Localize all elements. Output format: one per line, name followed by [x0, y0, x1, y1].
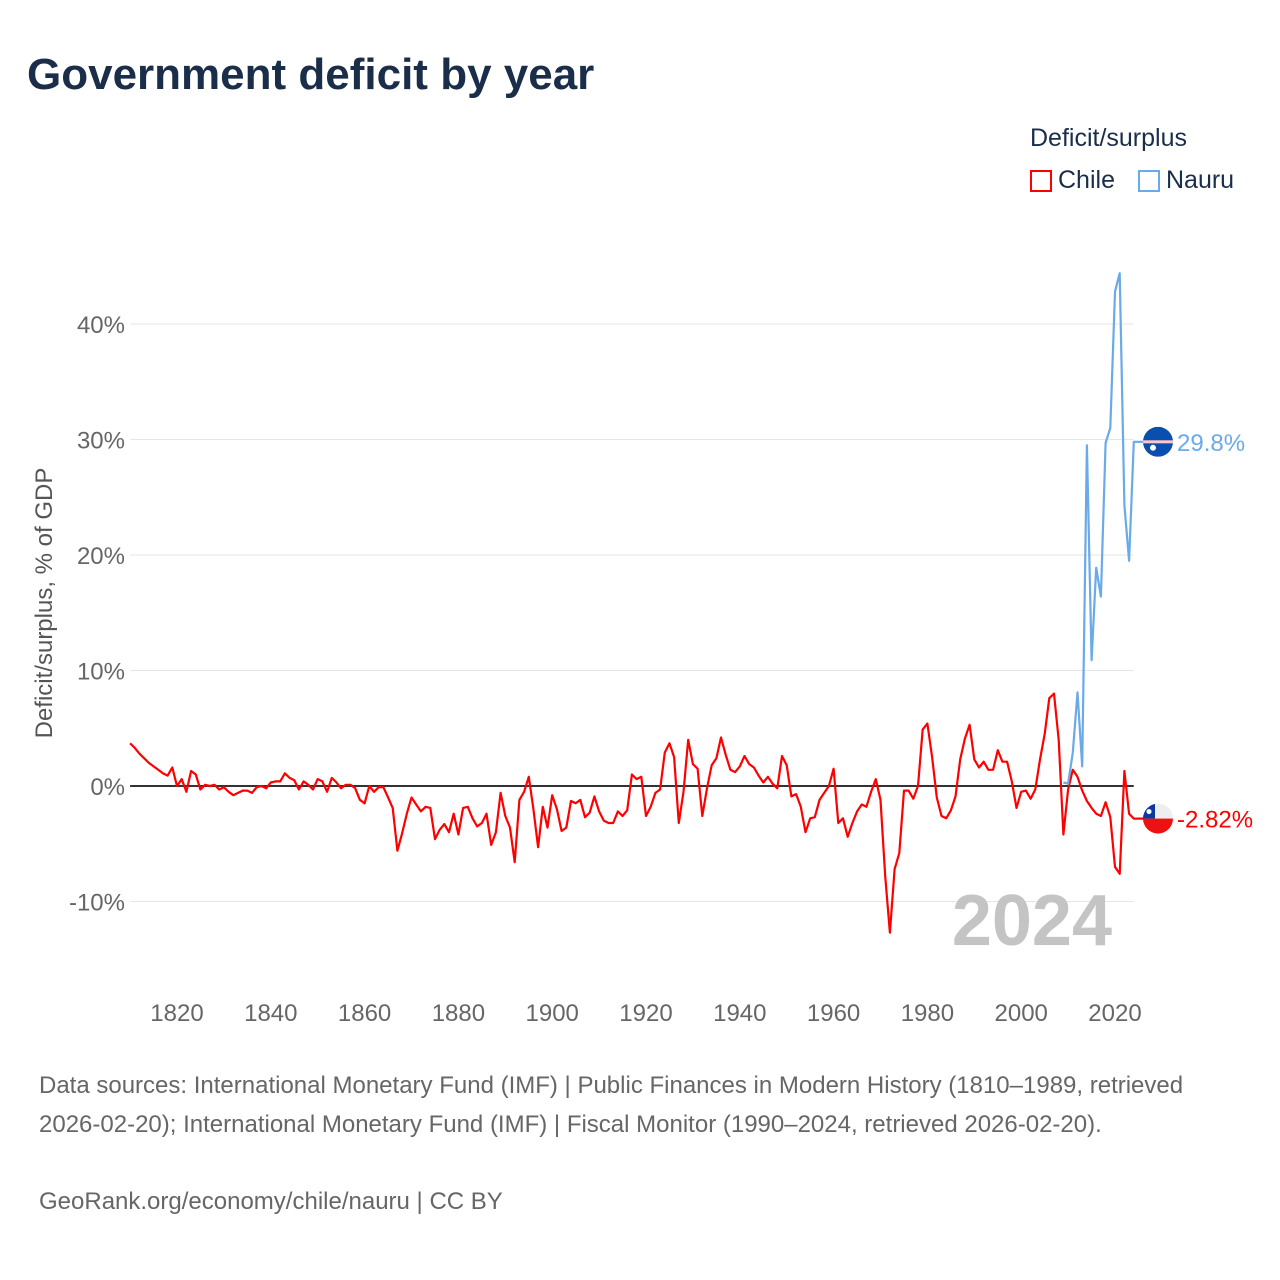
series-line-nauru[interactable] — [1063, 272, 1144, 785]
y-axis-title: Deficit/surplus, % of GDP — [31, 468, 58, 739]
flag-nauru-icon — [1143, 426, 1173, 457]
x-tick-label: 1880 — [432, 1000, 485, 1027]
x-tick-label: 1820 — [150, 1000, 203, 1027]
y-tick-label: 40% — [77, 312, 125, 339]
end-value-label-chile: -2.82% — [1177, 807, 1253, 834]
series-line-chile[interactable] — [129, 692, 1144, 934]
x-tick-label: 1860 — [338, 1000, 391, 1027]
x-tick-label: 1980 — [901, 1000, 954, 1027]
x-tick-label: 1960 — [807, 1000, 860, 1027]
y-tick-label: 20% — [77, 543, 125, 570]
legend-item-chile[interactable]: Chile — [1030, 166, 1115, 195]
chart-title: Government deficit by year — [27, 50, 595, 99]
end-value-label-nauru: 29.8% — [1177, 430, 1245, 457]
legend-title: Deficit/surplus — [1030, 124, 1187, 152]
year-watermark: 2024 — [952, 881, 1112, 961]
y-tick-label: -10% — [69, 890, 125, 917]
flag-chile-icon — [1143, 803, 1173, 834]
x-tick-label: 1900 — [526, 1000, 579, 1027]
y-tick-label: 0% — [90, 774, 125, 801]
x-tick-label: 2000 — [995, 1000, 1048, 1027]
y-tick-label: 10% — [77, 659, 125, 686]
x-tick-label: 1920 — [619, 1000, 672, 1027]
legend-item-nauru[interactable]: Nauru — [1138, 166, 1234, 195]
y-tick-label: 30% — [77, 428, 125, 455]
x-tick-label: 1940 — [713, 1000, 766, 1027]
x-tick-label: 2020 — [1088, 1000, 1141, 1027]
legend-label: Chile — [1058, 166, 1115, 194]
line-chart: -10% 0% 10% 20% 30% 40% 1820 1840 1860 1880 1900 19… — [31, 272, 1253, 1027]
data-sources: Data sources: International Monetary Fun… — [39, 1072, 1184, 1138]
attribution-link[interactable]: GeoRank.org/economy/chile/nauru | CC BY — [39, 1188, 503, 1215]
x-tick-label: 1840 — [244, 1000, 297, 1027]
legend-label: Nauru — [1166, 166, 1235, 194]
legend-swatch-chile — [1030, 169, 1052, 192]
legend-swatch-nauru — [1138, 169, 1160, 192]
